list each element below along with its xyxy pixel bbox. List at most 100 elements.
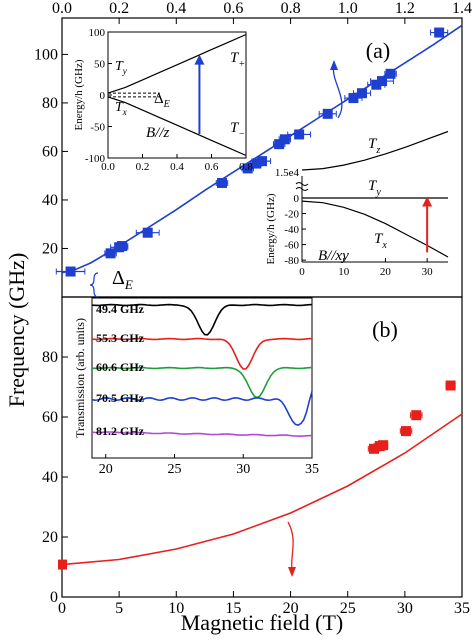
fit-line-b (61, 413, 463, 566)
top-tick-label: 0.8 (281, 0, 301, 17)
inset2-tx-curve (301, 200, 449, 258)
inset3-ylabel: Transmission (arb. units) (73, 318, 87, 438)
arrow-a-head (330, 60, 338, 70)
inset3-trace-label: 49.4 GHz (96, 302, 145, 316)
inset2-label-tx: Tx (374, 231, 387, 251)
inset1-ytick-label: 100 (89, 27, 106, 39)
inset3-trace-label: 70.5 GHz (96, 391, 145, 405)
left-tick-label-a: 40 (42, 192, 58, 209)
data-point-a (294, 129, 305, 140)
inset1-xtick-label: 0.2 (136, 161, 150, 173)
sub: x (381, 240, 387, 251)
left-tick-label-b: 20 (42, 529, 58, 546)
inset1-xtick-label: 0.4 (170, 161, 184, 173)
panel-a: (a) ΔE (55, 24, 463, 298)
tick-marks (61, 18, 463, 598)
panel-a-label: (a) (366, 38, 390, 63)
inset1-xtick-label: 0.0 (101, 161, 115, 173)
inset1-xtick-label: 0.8 (239, 161, 253, 173)
inset2-ytick-label: -60 (284, 240, 299, 252)
bottom-tick-label: 5 (115, 600, 123, 617)
inset1-label-ty: Ty (115, 59, 127, 76)
inset2-title: B//xy (318, 248, 349, 264)
panel-b-frame (61, 296, 463, 598)
left-tick-label-b: 80 (42, 349, 58, 366)
data-point-a (242, 163, 253, 174)
data-point-a (371, 79, 382, 90)
inset3-trace (91, 431, 313, 438)
left-tick-label-b: 40 (42, 469, 58, 486)
inset3-xtick-label: 30 (236, 462, 250, 477)
inset2-ytick-label: 0 (294, 193, 300, 205)
data-point-a (348, 93, 359, 104)
inset2-label-ty: Ty (368, 178, 381, 198)
panel-b: (b) (58, 317, 463, 577)
left-tick-label-a: 20 (42, 240, 58, 257)
delta-e-label: ΔE (112, 267, 133, 292)
inset2-ytick-label: -20 (284, 209, 299, 221)
sub: + (238, 59, 245, 70)
data-point-b-start (58, 559, 67, 570)
inset2-break-mark (295, 187, 309, 191)
inset2-label-tz: Tz (368, 136, 380, 156)
left-tick-label-b: 60 (42, 409, 58, 426)
data-point-b (445, 380, 456, 391)
bottom-tick-label: 0 (58, 600, 66, 617)
sub: − (238, 129, 245, 140)
inset1-upper-branch (107, 33, 247, 94)
inset3-trace-label: 55.3 GHz (96, 331, 145, 345)
top-tick-label: 0.4 (166, 0, 186, 17)
axes-frames (61, 17, 463, 598)
sub: E (163, 99, 170, 110)
inset2-tz-curve (301, 130, 449, 171)
inset2-break-label: 1.5e4 (275, 167, 300, 179)
data-point-a (117, 241, 127, 252)
inset2-ylabel: Energy/h (GHz) (265, 193, 277, 264)
data-point-a (385, 68, 396, 79)
sub: y (122, 66, 127, 76)
ylabel: Frequency (GHz) (4, 253, 29, 408)
sub: x (122, 107, 127, 117)
data-point-a (65, 266, 76, 277)
inset2-break-mark (295, 182, 309, 186)
bottom-tick-label: 15 (225, 600, 241, 617)
inset2-xtick-label: 0 (299, 266, 305, 278)
inset3-frame (91, 297, 313, 459)
sub: y (375, 187, 381, 198)
inset2-arrow-head (422, 196, 433, 207)
inset2-ytick-label: -80 (284, 255, 299, 267)
inset2-xtick-label: 10 (338, 266, 350, 278)
inset3-xtick-label: 25 (168, 462, 182, 477)
data-point-a (217, 177, 227, 188)
delta-e-sub: E (124, 277, 133, 292)
inset2-ytick-label: -40 (284, 224, 299, 236)
inset1-title: B//z (146, 125, 169, 141)
bottom-tick-label: 10 (168, 600, 184, 617)
inset3-trace (91, 337, 313, 370)
inset1-ytick-label: -100 (85, 153, 106, 165)
sub: z (375, 145, 380, 156)
inset3-trace (91, 366, 313, 399)
inset3-trace (91, 391, 313, 426)
inset3-xtick-label: 35 (305, 462, 319, 477)
inset3-trace-label: 60.6 GHz (96, 360, 145, 374)
inset3-trace (91, 303, 313, 336)
data-point-b (378, 440, 389, 451)
inset1-frame (107, 31, 247, 159)
inset1-ytick-label: 50 (94, 59, 106, 71)
top-tick-label: 1.4 (452, 0, 472, 17)
data-point-a (251, 158, 262, 169)
data-point-a (257, 156, 267, 167)
left-tick-label-b: 0 (50, 589, 58, 606)
data-point-a (279, 134, 290, 145)
data-point-a (322, 108, 333, 119)
top-tick-label: 1.2 (395, 0, 415, 17)
data-point-b (401, 426, 411, 437)
data-point-a (142, 227, 153, 238)
data-point-a (105, 248, 116, 259)
arrow-a (332, 65, 343, 119)
data-point-a (274, 139, 285, 150)
panel-b-label: (b) (372, 317, 398, 342)
